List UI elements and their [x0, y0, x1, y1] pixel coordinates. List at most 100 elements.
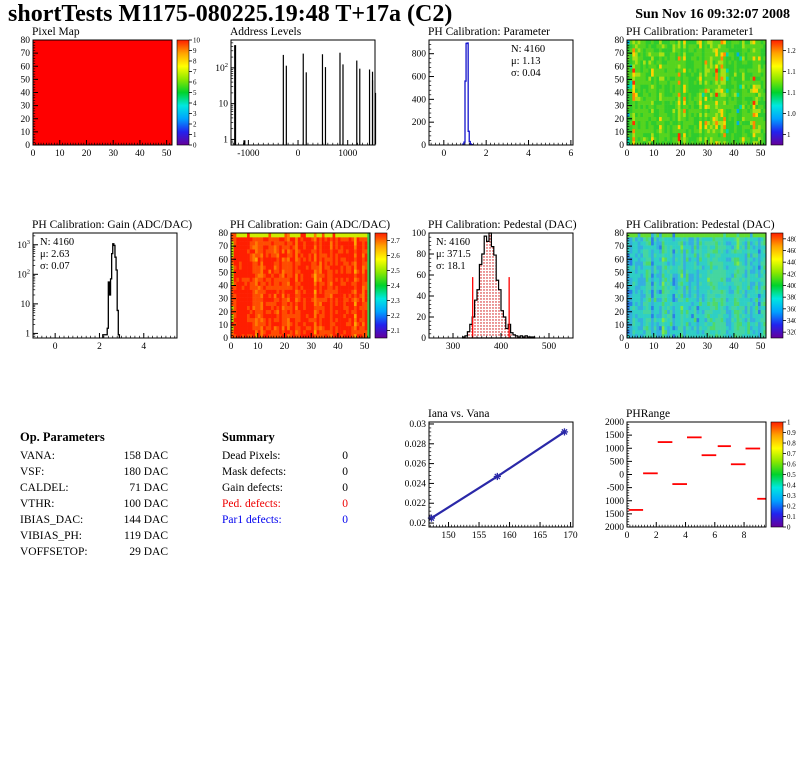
- svg-text:20: 20: [280, 342, 290, 352]
- svg-text:2.5: 2.5: [391, 267, 400, 275]
- svg-text:30: 30: [21, 102, 31, 112]
- svg-text:800: 800: [412, 50, 427, 60]
- svg-text:70: 70: [219, 242, 229, 252]
- svg-text:80: 80: [615, 36, 625, 46]
- svg-text:8: 8: [193, 58, 197, 66]
- svg-text:100: 100: [412, 229, 427, 239]
- svg-text:70: 70: [615, 49, 625, 59]
- svg-text:10: 10: [615, 321, 625, 331]
- svg-text:40: 40: [219, 282, 229, 292]
- panel-pixel-map: 0 10 20 30 40 50 0 10 20 30 40 50 60 70 80 0 1 2 3 4 5 6 7 8 9 10…: [6, 24, 202, 162]
- stats-line: N: 4160: [511, 44, 545, 55]
- svg-text:40: 40: [333, 342, 343, 352]
- svg-text:1: 1: [223, 135, 228, 145]
- svg-text:10: 10: [649, 342, 659, 352]
- svg-text:50: 50: [756, 342, 766, 352]
- svg-text:4: 4: [526, 149, 531, 159]
- panel-address-levels: -1000 0 1000 1 10 102 Address Levels: [204, 24, 400, 162]
- stats-line: σ: 0.07: [40, 261, 70, 272]
- svg-text:400: 400: [412, 95, 427, 105]
- svg-text:10: 10: [21, 300, 31, 310]
- svg-text:0: 0: [421, 334, 426, 344]
- chart-title: Address Levels: [230, 26, 302, 38]
- op-parameter-row: VSF: 180 DAC: [20, 466, 168, 478]
- summary-row: Par1 defects: 0: [222, 514, 348, 526]
- stats-line: N: 4160: [40, 237, 74, 248]
- chart-title: PH Calibration: Pedestal (DAC): [428, 219, 577, 231]
- chart-iana-vana: 150 155 160 165 1700.020.0220.0240.0260.0280…: [405, 408, 578, 541]
- svg-text:3: 3: [193, 110, 197, 118]
- op-parameter-row: CALDEL: 71 DAC: [20, 482, 168, 494]
- op-parameter-row: VANA: 158 DAC: [20, 450, 168, 462]
- chart-title: Pixel Map: [32, 26, 80, 38]
- svg-text:320: 320: [787, 329, 796, 337]
- svg-text:50: 50: [756, 149, 766, 159]
- svg-text:40: 40: [417, 292, 427, 302]
- stats-line: μ: 2.63: [40, 249, 70, 260]
- chart-title: Iana vs. Vana: [428, 408, 489, 420]
- svg-text:10: 10: [219, 321, 229, 331]
- svg-text:0: 0: [296, 149, 301, 159]
- panel-pedestal-histogram: 300 400 500 0 20 40 60 80 100 PH Calibration: Ped…: [402, 217, 598, 355]
- svg-text:0: 0: [31, 149, 36, 159]
- svg-text:80: 80: [615, 229, 625, 239]
- svg-text:4: 4: [141, 342, 146, 352]
- colorbar: [770, 232, 784, 339]
- svg-text:6: 6: [569, 149, 574, 159]
- colorbar: [374, 232, 388, 339]
- svg-text:30: 30: [108, 149, 118, 159]
- svg-text:400: 400: [494, 342, 509, 352]
- summary-heading: Summary: [222, 430, 275, 444]
- panel-ph-calibration-parameter: 0 2 4 6 0 200 400 600 800 PH Calibration: Paramet…: [402, 24, 598, 162]
- svg-text:60: 60: [615, 62, 625, 72]
- svg-text:2.1: 2.1: [391, 327, 400, 335]
- svg-text:30: 30: [702, 342, 712, 352]
- chart-title: PH Calibration: Parameter1: [626, 26, 754, 38]
- panel-ph-calibration-parameter1: 0 10 20 30 40 50 0 10 20 30 40 50 60 70 80 1 1.05 1.1 1.15…: [600, 24, 796, 162]
- svg-text:0: 0: [625, 342, 630, 352]
- svg-text:30: 30: [615, 102, 625, 112]
- svg-text:480: 480: [787, 235, 796, 243]
- chart-title: PH Calibration: Gain (ADC/DAC): [230, 219, 390, 231]
- svg-text:20: 20: [615, 308, 625, 318]
- colorbar: [176, 39, 190, 146]
- svg-text:10: 10: [219, 100, 229, 110]
- svg-text:40: 40: [729, 342, 739, 352]
- op-parameters-rows: VANA: 158 DAC VSF: 180 DAC CALDEL: 71 DAC VTHR…: [20, 448, 168, 560]
- svg-text:70: 70: [615, 242, 625, 252]
- svg-text:40: 40: [21, 89, 31, 99]
- svg-text:340: 340: [787, 317, 796, 325]
- svg-text:420: 420: [787, 270, 796, 278]
- op-parameters-heading: Op. Parameters: [20, 430, 105, 444]
- svg-text:1.15: 1.15: [787, 68, 796, 76]
- summary-row: Ped. defects: 0: [222, 498, 348, 510]
- svg-text:4: 4: [193, 100, 197, 108]
- stats-line: N: 4160: [436, 237, 470, 248]
- chart-ph-parameter: 0 2 4 6 0 200 400 600 800 PH Calibration: Paramet…: [412, 26, 574, 159]
- svg-text:1: 1: [25, 329, 30, 339]
- svg-text:0: 0: [441, 149, 446, 159]
- svg-text:0: 0: [421, 141, 426, 151]
- svg-text:20: 20: [82, 149, 92, 159]
- svg-text:40: 40: [615, 282, 625, 292]
- stats-line: σ: 18.1: [436, 261, 466, 272]
- chart-title: PH Calibration: Gain (ADC/DAC): [32, 219, 192, 231]
- chart-title: PHRange: [626, 408, 670, 420]
- chart-gain-map: 0 10 20 30 40 50 0 10 20 30 40 50 60 70 80 2.1 2.2 2.3 2.4…: [219, 219, 401, 352]
- svg-text:150: 150: [441, 531, 456, 541]
- svg-text:600: 600: [412, 73, 427, 83]
- svg-text:30: 30: [702, 149, 712, 159]
- summary-row: Gain defects: 0: [222, 482, 348, 494]
- op-parameter-row: VIBIAS_PH: 119 DAC: [20, 530, 168, 542]
- svg-text:440: 440: [787, 259, 796, 267]
- panel-gain-map: 0 10 20 30 40 50 0 10 20 30 40 50 60 70 80 2.1 2.2 2.3 2.4…: [204, 217, 401, 355]
- svg-text:10: 10: [55, 149, 65, 159]
- svg-text:200: 200: [412, 118, 427, 128]
- svg-text:60: 60: [615, 255, 625, 265]
- svg-text:2: 2: [484, 149, 489, 159]
- op-parameter-row: VOFFSETOP: 29 DAC: [20, 546, 168, 558]
- svg-text:155: 155: [472, 531, 487, 541]
- svg-text:460: 460: [787, 247, 796, 255]
- panel-ph-range: 0 2 4 6 8 2000 1500 1000 -500 0 500 1000 1500 2000 0 0.…: [600, 406, 796, 544]
